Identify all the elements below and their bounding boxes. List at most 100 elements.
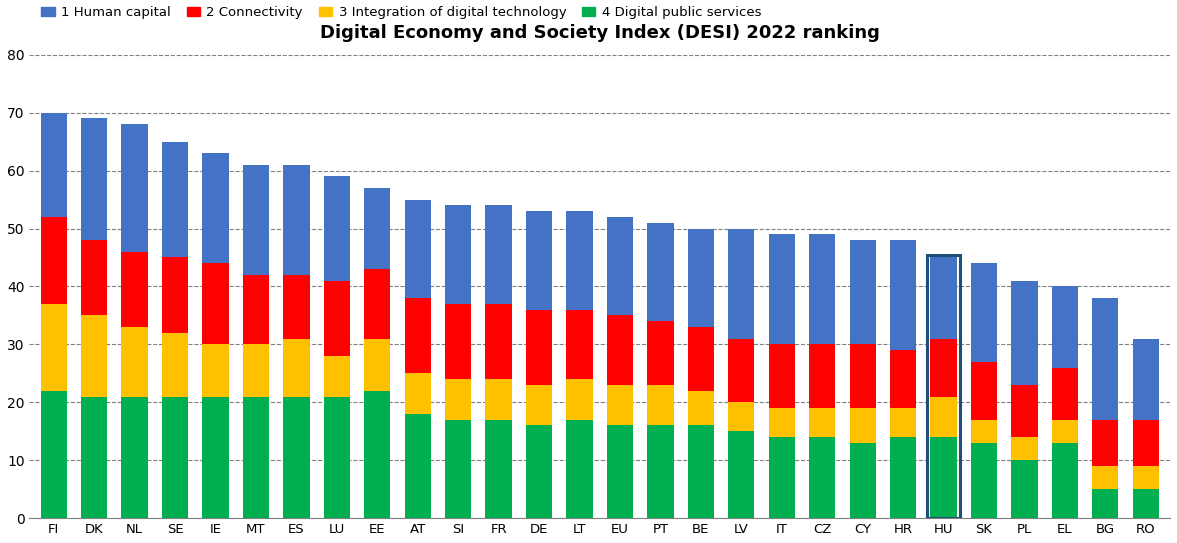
- Bar: [81, 240, 107, 315]
- Bar: [405, 298, 431, 374]
- Bar: [687, 229, 714, 327]
- Bar: [850, 240, 876, 344]
- Bar: [242, 396, 270, 518]
- Bar: [1132, 489, 1159, 518]
- Bar: [284, 165, 310, 275]
- Bar: [1092, 298, 1118, 420]
- Bar: [445, 304, 471, 379]
- Bar: [364, 269, 391, 339]
- Bar: [445, 379, 471, 420]
- Bar: [850, 344, 876, 408]
- Bar: [647, 426, 673, 518]
- Bar: [485, 420, 512, 518]
- Bar: [405, 374, 431, 414]
- Bar: [971, 443, 997, 518]
- Bar: [405, 414, 431, 518]
- Bar: [284, 275, 310, 339]
- Bar: [566, 420, 593, 518]
- Bar: [566, 379, 593, 420]
- Bar: [1011, 385, 1038, 437]
- Bar: [284, 396, 310, 518]
- Bar: [202, 344, 228, 396]
- Bar: [121, 396, 148, 518]
- Bar: [647, 385, 673, 426]
- Bar: [324, 356, 350, 396]
- Bar: [607, 385, 633, 426]
- Bar: [971, 420, 997, 443]
- Bar: [850, 408, 876, 443]
- Bar: [927, 255, 960, 518]
- Bar: [364, 391, 391, 518]
- Bar: [809, 437, 836, 518]
- Bar: [526, 211, 552, 310]
- Bar: [445, 420, 471, 518]
- Bar: [162, 142, 188, 257]
- Bar: [930, 437, 957, 518]
- Bar: [1092, 489, 1118, 518]
- Bar: [1011, 437, 1038, 460]
- Bar: [890, 408, 916, 437]
- Bar: [729, 431, 754, 518]
- Bar: [890, 240, 916, 350]
- Bar: [1052, 443, 1078, 518]
- Bar: [890, 350, 916, 408]
- Bar: [364, 188, 391, 269]
- Bar: [729, 402, 754, 431]
- Bar: [202, 153, 228, 263]
- Bar: [324, 281, 350, 356]
- Bar: [364, 339, 391, 391]
- Bar: [485, 205, 512, 304]
- Bar: [445, 205, 471, 304]
- Bar: [1132, 339, 1159, 420]
- Title: Digital Economy and Society Index (DESI) 2022 ranking: Digital Economy and Society Index (DESI)…: [320, 24, 879, 42]
- Bar: [526, 426, 552, 518]
- Bar: [81, 396, 107, 518]
- Bar: [769, 437, 794, 518]
- Bar: [40, 391, 67, 518]
- Bar: [242, 275, 270, 344]
- Bar: [930, 339, 957, 396]
- Bar: [202, 396, 228, 518]
- Bar: [687, 391, 714, 426]
- Bar: [809, 235, 836, 344]
- Bar: [81, 118, 107, 240]
- Bar: [1052, 420, 1078, 443]
- Bar: [971, 263, 997, 362]
- Bar: [687, 327, 714, 391]
- Bar: [1132, 420, 1159, 466]
- Bar: [284, 339, 310, 396]
- Bar: [121, 252, 148, 327]
- Bar: [729, 339, 754, 402]
- Bar: [485, 379, 512, 420]
- Bar: [607, 315, 633, 385]
- Bar: [1052, 287, 1078, 368]
- Bar: [930, 396, 957, 437]
- Bar: [1132, 466, 1159, 489]
- Bar: [242, 344, 270, 396]
- Bar: [1011, 281, 1038, 385]
- Bar: [40, 217, 67, 304]
- Bar: [1092, 420, 1118, 466]
- Bar: [971, 362, 997, 420]
- Bar: [769, 344, 794, 408]
- Bar: [890, 437, 916, 518]
- Bar: [687, 426, 714, 518]
- Bar: [40, 304, 67, 391]
- Bar: [607, 426, 633, 518]
- Bar: [324, 176, 350, 281]
- Bar: [121, 124, 148, 252]
- Bar: [121, 327, 148, 396]
- Bar: [40, 112, 67, 217]
- Bar: [850, 443, 876, 518]
- Bar: [242, 165, 270, 275]
- Bar: [81, 315, 107, 396]
- Bar: [526, 385, 552, 426]
- Bar: [162, 333, 188, 396]
- Bar: [162, 257, 188, 333]
- Bar: [930, 257, 957, 339]
- Bar: [647, 321, 673, 385]
- Bar: [769, 408, 794, 437]
- Legend: 1 Human capital, 2 Connectivity, 3 Integration of digital technology, 4 Digital : 1 Human capital, 2 Connectivity, 3 Integ…: [36, 1, 766, 24]
- Bar: [485, 304, 512, 379]
- Bar: [1011, 460, 1038, 518]
